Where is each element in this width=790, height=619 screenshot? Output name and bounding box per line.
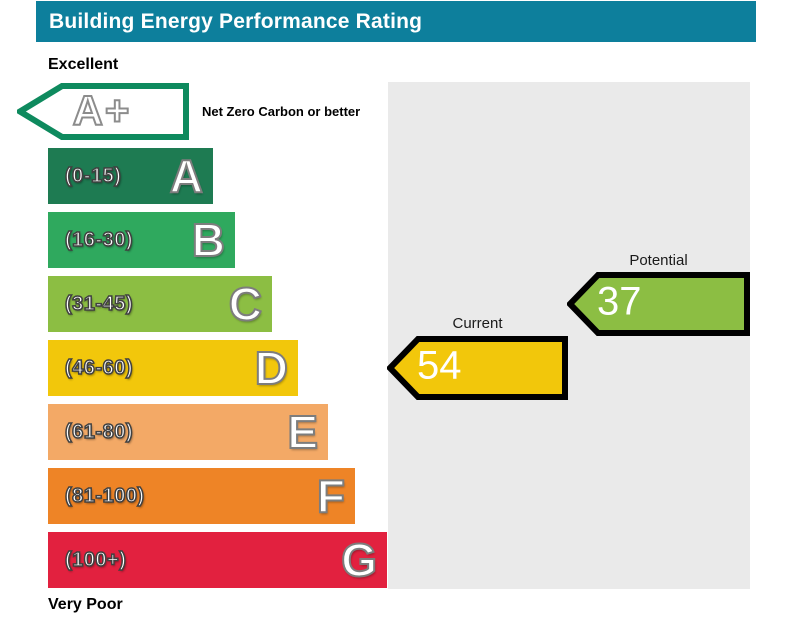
band-b-letter: B (191, 213, 226, 267)
band-a-range: (0-15) (64, 164, 122, 188)
band-d-range: (46-60) (64, 356, 133, 380)
band-e-range: (61-80) (64, 420, 133, 444)
potential-label: Potential (629, 252, 688, 269)
band-b: (16-30) B (48, 212, 235, 268)
current-label: Current (452, 315, 503, 332)
band-f: (81-100) F (48, 468, 355, 524)
current-value: 54 (417, 343, 462, 388)
current-arrow-shape (387, 336, 568, 400)
band-f-letter: F (316, 469, 346, 523)
band-g-range: (100+) (64, 548, 127, 572)
band-c: (31-45) C (48, 276, 272, 332)
scale-bottom-label: Very Poor (48, 596, 123, 613)
potential-arrow-icon (567, 272, 750, 336)
band-a: (0-15) A (48, 148, 213, 204)
band-e: (61-80) E (48, 404, 328, 460)
current-marker: 54 (387, 336, 568, 400)
band-b-range: (16-30) (64, 228, 133, 252)
potential-value: 37 (597, 279, 642, 324)
page-title: Building Energy Performance Rating (49, 9, 423, 33)
band-a-letter: A (169, 149, 204, 203)
scale-top-label: Excellent (48, 56, 119, 73)
band-c-letter: C (228, 277, 263, 331)
band-a-plus: A+ (17, 83, 189, 140)
net-zero-note: Net Zero Carbon or better (202, 104, 361, 119)
band-d-letter: D (254, 341, 289, 395)
band-g-letter: G (340, 533, 378, 587)
band-a-plus-letter: A+ (72, 86, 132, 135)
band-g: (100+) G (48, 532, 387, 588)
potential-arrow-shape (567, 272, 750, 336)
band-d: (46-60) D (48, 340, 298, 396)
band-e-letter: E (286, 405, 319, 459)
header-bar: Building Energy Performance Rating (36, 1, 756, 42)
band-f-range: (81-100) (64, 484, 145, 508)
a-plus-arrow-shape (17, 83, 189, 140)
a-plus-arrow-icon (17, 83, 189, 140)
band-c-range: (31-45) (64, 292, 133, 316)
potential-marker: 37 (567, 272, 750, 336)
current-arrow-icon (387, 336, 568, 400)
